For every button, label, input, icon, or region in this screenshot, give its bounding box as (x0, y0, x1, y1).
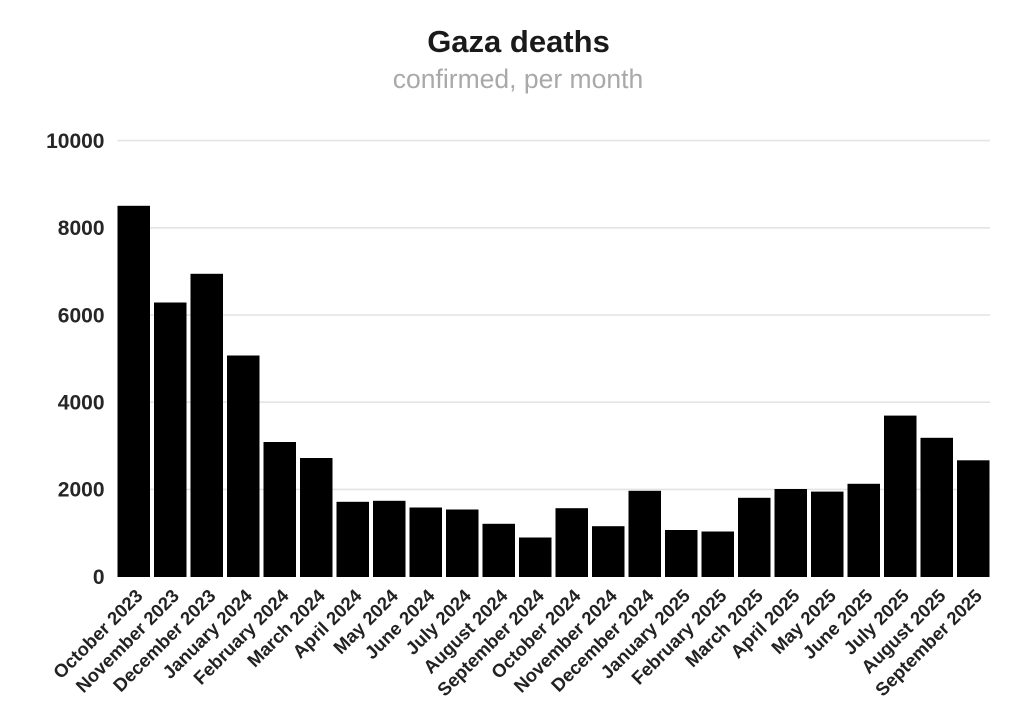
svg-text:4000: 4000 (58, 392, 105, 415)
svg-text:10000: 10000 (46, 130, 104, 153)
svg-text:Gaza deaths: Gaza deaths (427, 24, 610, 59)
svg-text:8000: 8000 (58, 217, 105, 240)
svg-text:confirmed, per month: confirmed, per month (393, 64, 643, 94)
svg-text:0: 0 (93, 566, 105, 589)
svg-text:6000: 6000 (58, 304, 105, 327)
svg-text:2000: 2000 (58, 479, 105, 502)
